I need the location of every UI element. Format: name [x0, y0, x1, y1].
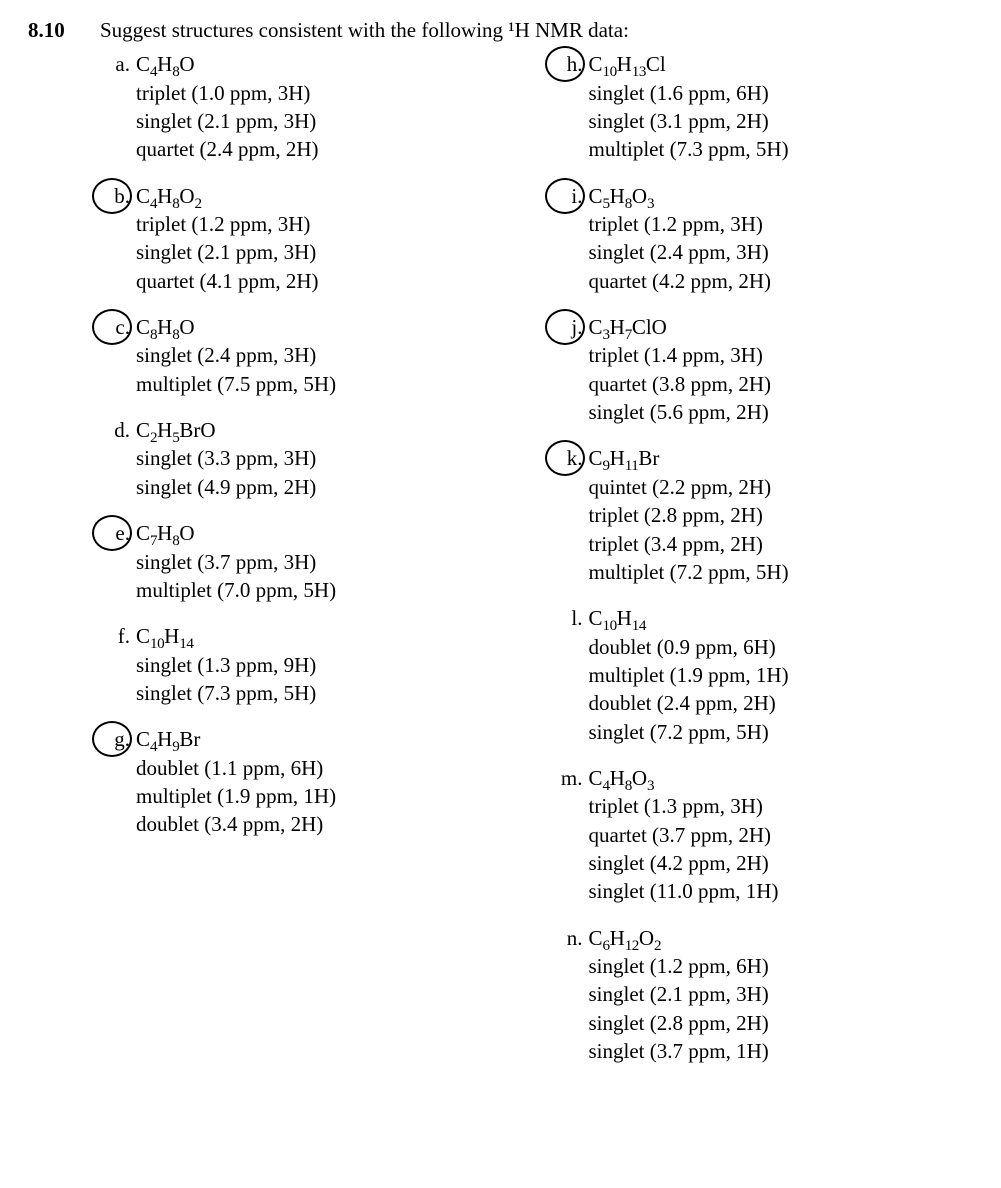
item-letter: a. [100, 50, 130, 78]
nmr-signal: triplet (3.4 ppm, 2H) [589, 530, 974, 558]
problem-item: n.C6H12O2singlet (1.2 ppm, 6H)singlet (2… [553, 924, 974, 1066]
molecular-formula: C6H12O2 [589, 924, 974, 952]
nmr-signal: singlet (1.3 ppm, 9H) [136, 651, 521, 679]
nmr-signal: quartet (2.4 ppm, 2H) [136, 135, 521, 163]
molecular-formula: C7H8O [136, 519, 521, 547]
question-header: 8.10 Suggest structures consistent with … [28, 16, 973, 44]
problem-item: k.C9H11Brquintet (2.2 ppm, 2H)triplet (2… [553, 444, 974, 586]
item-letter: c. [100, 313, 130, 341]
molecular-formula: C10H14 [589, 604, 974, 632]
nmr-signal: singlet (11.0 ppm, 1H) [589, 877, 974, 905]
nmr-signal: singlet (5.6 ppm, 2H) [589, 398, 974, 426]
molecular-formula: C3H7ClO [589, 313, 974, 341]
problem-item: h.C10H13Clsinglet (1.6 ppm, 6H)singlet (… [553, 50, 974, 163]
problem-item: i.C5H8O3triplet (1.2 ppm, 3H)singlet (2.… [553, 182, 974, 295]
molecular-formula: C9H11Br [589, 444, 974, 472]
nmr-signal: singlet (3.7 ppm, 3H) [136, 548, 521, 576]
item-letter: j. [553, 313, 583, 341]
nmr-signal: multiplet (1.9 ppm, 1H) [589, 661, 974, 689]
nmr-signal: quartet (3.8 ppm, 2H) [589, 370, 974, 398]
nmr-signal: singlet (2.1 ppm, 3H) [136, 107, 521, 135]
nmr-signal: quartet (4.2 ppm, 2H) [589, 267, 974, 295]
nmr-signal: quartet (4.1 ppm, 2H) [136, 267, 521, 295]
molecular-formula: C10H14 [136, 622, 521, 650]
item-letter: i. [553, 182, 583, 210]
problem-item: d.C2H5BrOsinglet (3.3 ppm, 3H)singlet (4… [100, 416, 521, 501]
problem-item: g.C4H9Brdoublet (1.1 ppm, 6H)multiplet (… [100, 725, 521, 838]
nmr-signal: multiplet (7.2 ppm, 5H) [589, 558, 974, 586]
nmr-signal: doublet (2.4 ppm, 2H) [589, 689, 974, 717]
nmr-signal: singlet (2.4 ppm, 3H) [136, 341, 521, 369]
item-letter: n. [553, 924, 583, 952]
nmr-signal: singlet (1.6 ppm, 6H) [589, 79, 974, 107]
problem-item: a.C4H8Otriplet (1.0 ppm, 3H)singlet (2.1… [100, 50, 521, 163]
molecular-formula: C2H5BrO [136, 416, 521, 444]
prompt-prefix: Suggest structures consistent with the f… [100, 18, 508, 42]
problem-item: j.C3H7ClOtriplet (1.4 ppm, 3H)quartet (3… [553, 313, 974, 426]
nmr-signal: singlet (4.9 ppm, 2H) [136, 473, 521, 501]
nmr-signal: triplet (2.8 ppm, 2H) [589, 501, 974, 529]
nmr-signal: triplet (1.4 ppm, 3H) [589, 341, 974, 369]
prompt-nmr: ¹H NMR [508, 18, 583, 42]
molecular-formula: C4H9Br [136, 725, 521, 753]
problem-item: e.C7H8Osinglet (3.7 ppm, 3H)multiplet (7… [100, 519, 521, 604]
nmr-signal: multiplet (7.5 ppm, 5H) [136, 370, 521, 398]
nmr-signal: singlet (2.4 ppm, 3H) [589, 238, 974, 266]
nmr-signal: multiplet (1.9 ppm, 1H) [136, 782, 521, 810]
nmr-signal: singlet (3.7 ppm, 1H) [589, 1037, 974, 1065]
nmr-signal: singlet (7.3 ppm, 5H) [136, 679, 521, 707]
nmr-signal: singlet (2.1 ppm, 3H) [136, 238, 521, 266]
columns: a.C4H8Otriplet (1.0 ppm, 3H)singlet (2.1… [28, 50, 973, 1083]
question-number: 8.10 [28, 16, 100, 44]
nmr-signal: doublet (3.4 ppm, 2H) [136, 810, 521, 838]
problem-item: m.C4H8O3triplet (1.3 ppm, 3H)quartet (3.… [553, 764, 974, 906]
molecular-formula: C4H8O2 [136, 182, 521, 210]
left-column: a.C4H8Otriplet (1.0 ppm, 3H)singlet (2.1… [28, 50, 521, 1083]
nmr-signal: singlet (1.2 ppm, 6H) [589, 952, 974, 980]
problem-item: l.C10H14doublet (0.9 ppm, 6H)multiplet (… [553, 604, 974, 746]
item-letter: b. [100, 182, 130, 210]
nmr-signal: singlet (2.1 ppm, 3H) [589, 980, 974, 1008]
nmr-signal: quintet (2.2 ppm, 2H) [589, 473, 974, 501]
item-letter: l. [553, 604, 583, 632]
item-letter: h. [553, 50, 583, 78]
page: 8.10 Suggest structures consistent with … [0, 0, 1001, 1123]
nmr-signal: quartet (3.7 ppm, 2H) [589, 821, 974, 849]
nmr-signal: singlet (2.8 ppm, 2H) [589, 1009, 974, 1037]
nmr-signal: singlet (3.1 ppm, 2H) [589, 107, 974, 135]
item-letter: f. [100, 622, 130, 650]
nmr-signal: singlet (3.3 ppm, 3H) [136, 444, 521, 472]
problem-item: b.C4H8O2triplet (1.2 ppm, 3H)singlet (2.… [100, 182, 521, 295]
nmr-signal: multiplet (7.3 ppm, 5H) [589, 135, 974, 163]
nmr-signal: doublet (0.9 ppm, 6H) [589, 633, 974, 661]
nmr-signal: doublet (1.1 ppm, 6H) [136, 754, 521, 782]
nmr-signal: triplet (1.2 ppm, 3H) [589, 210, 974, 238]
molecular-formula: C8H8O [136, 313, 521, 341]
item-letter: e. [100, 519, 130, 547]
nmr-signal: singlet (7.2 ppm, 5H) [589, 718, 974, 746]
problem-item: f.C10H14singlet (1.3 ppm, 9H)singlet (7.… [100, 622, 521, 707]
molecular-formula: C5H8O3 [589, 182, 974, 210]
nmr-signal: singlet (4.2 ppm, 2H) [589, 849, 974, 877]
item-letter: k. [553, 444, 583, 472]
nmr-signal: triplet (1.2 ppm, 3H) [136, 210, 521, 238]
molecular-formula: C4H8O [136, 50, 521, 78]
problem-item: c.C8H8Osinglet (2.4 ppm, 3H)multiplet (7… [100, 313, 521, 398]
nmr-signal: triplet (1.0 ppm, 3H) [136, 79, 521, 107]
question-prompt: Suggest structures consistent with the f… [100, 16, 973, 44]
item-letter: d. [100, 416, 130, 444]
right-column: h.C10H13Clsinglet (1.6 ppm, 6H)singlet (… [553, 50, 974, 1083]
item-letter: g. [100, 725, 130, 753]
molecular-formula: C4H8O3 [589, 764, 974, 792]
molecular-formula: C10H13Cl [589, 50, 974, 78]
prompt-suffix: data: [583, 18, 629, 42]
nmr-signal: triplet (1.3 ppm, 3H) [589, 792, 974, 820]
nmr-signal: multiplet (7.0 ppm, 5H) [136, 576, 521, 604]
item-letter: m. [553, 764, 583, 792]
